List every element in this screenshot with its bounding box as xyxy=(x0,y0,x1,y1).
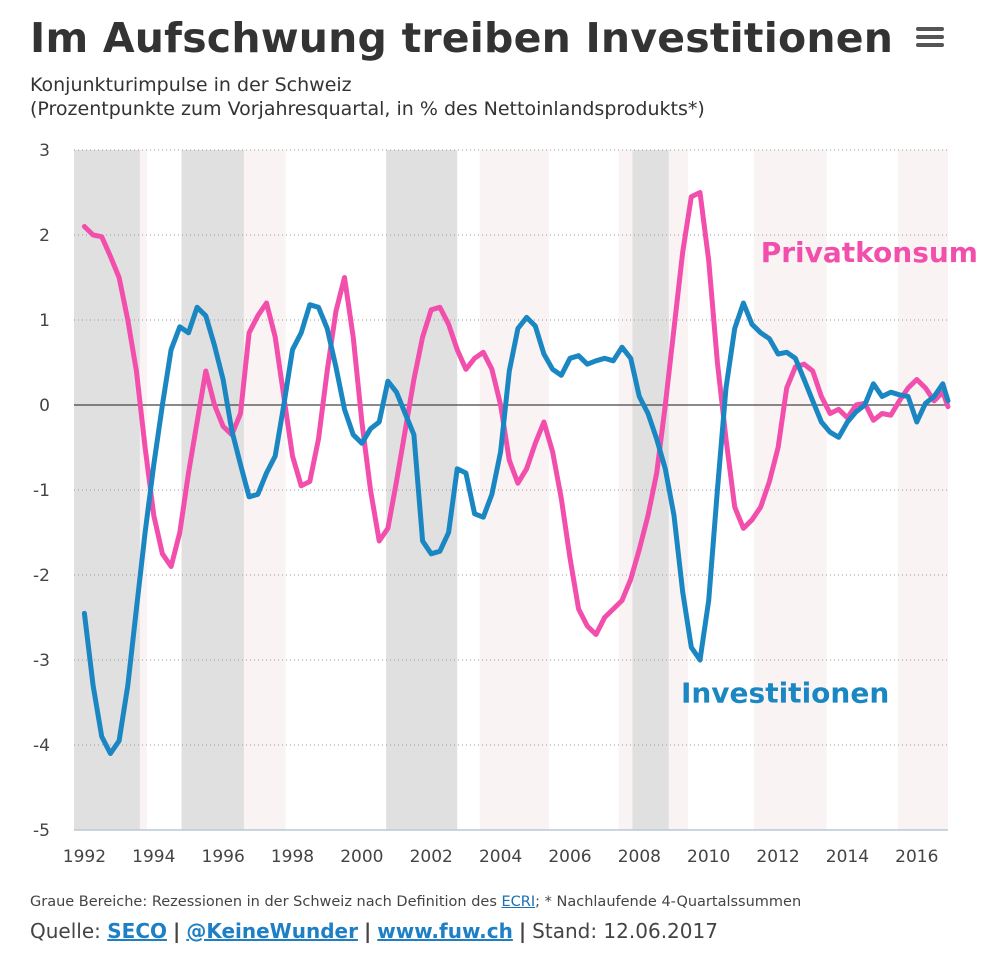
x-tick-label: 2008 xyxy=(618,847,661,867)
menu-bar xyxy=(916,35,944,39)
x-tick-label: 2012 xyxy=(756,847,799,867)
source-label: Quelle: xyxy=(30,919,108,943)
y-tick-label: -5 xyxy=(33,821,50,841)
y-tick-label: 1 xyxy=(39,311,50,331)
separator: | xyxy=(363,919,372,943)
x-tick-label: 2006 xyxy=(548,847,591,867)
y-axis-ticks: 3 2 1 0 -1 -2 -3 -4 -5 xyxy=(33,141,50,841)
footnote-text: Graue Bereiche: Rezessionen in der Schwe… xyxy=(30,894,502,910)
x-tick-label: 1994 xyxy=(132,847,175,867)
footnote-suffix: ; * Nachlaufende 4-Quartalssummen xyxy=(535,894,802,910)
x-tick-label: 2004 xyxy=(479,847,522,867)
menu-bar xyxy=(916,43,944,47)
x-axis-ticks: 1992 1994 1996 1998 2000 2002 2004 2006 2008 2010… xyxy=(63,847,939,867)
gridlines xyxy=(74,149,948,831)
y-tick-label: -3 xyxy=(33,651,50,671)
shaded-band xyxy=(139,150,147,830)
seco-link[interactable]: SECO xyxy=(107,919,167,943)
series-line-investitionen xyxy=(81,300,951,756)
website-link[interactable]: www.fuw.ch xyxy=(377,919,513,943)
y-tick-label: -4 xyxy=(33,736,50,756)
y-tick-label: 2 xyxy=(39,226,50,246)
hamburger-menu-icon[interactable] xyxy=(916,27,944,49)
y-tick-label: 3 xyxy=(39,141,50,161)
series-label-privatkonsum: Privatkonsum xyxy=(761,236,978,269)
shaded-band xyxy=(618,150,633,830)
chart-subtitle-units: (Prozentpunkte zum Vorjahresquartal, in … xyxy=(30,98,705,120)
separator: | xyxy=(173,919,181,943)
x-tick-label: 2010 xyxy=(687,847,730,867)
recession-area xyxy=(386,150,458,830)
series-label-investitionen: Investitionen xyxy=(681,677,889,710)
x-tick-label: 1992 xyxy=(63,847,106,867)
footnote: Graue Bereiche: Rezessionen in der Schwe… xyxy=(30,894,801,910)
stand-date: Stand: 12.06.2017 xyxy=(532,919,718,943)
separator: | xyxy=(518,919,527,943)
y-tick-label: -1 xyxy=(33,481,50,501)
x-tick-label: 1996 xyxy=(202,847,245,867)
y-tick-label: -2 xyxy=(33,566,50,586)
series-labels: Privatkonsum Investitionen xyxy=(681,236,978,709)
twitter-link[interactable]: @KeineWunder xyxy=(186,919,358,943)
x-tick-label: 2002 xyxy=(410,847,453,867)
line-chart: 3 2 1 0 -1 -2 -3 -4 -5 1992 1994 1996 1998 2000 2002 2… xyxy=(33,141,978,867)
menu-bar xyxy=(916,27,944,31)
chart-subtitle: Konjunkturimpulse in der Schweiz xyxy=(30,74,352,96)
series-line-privatkonsum xyxy=(81,190,951,637)
x-tick-label: 1998 xyxy=(271,847,314,867)
x-tick-label: 2014 xyxy=(826,847,869,867)
y-tick-label: 0 xyxy=(39,396,50,416)
x-tick-label: 2000 xyxy=(340,847,383,867)
series-lines xyxy=(81,190,951,756)
ecri-link[interactable]: ECRI xyxy=(501,894,536,910)
source-line: Quelle: SECO | @KeineWunder | www.fuw.ch | Sta… xyxy=(30,919,718,943)
x-tick-label: 2016 xyxy=(895,847,938,867)
chart-title: Im Aufschwung treiben Investitionen xyxy=(30,14,894,62)
recession-area xyxy=(181,150,244,830)
